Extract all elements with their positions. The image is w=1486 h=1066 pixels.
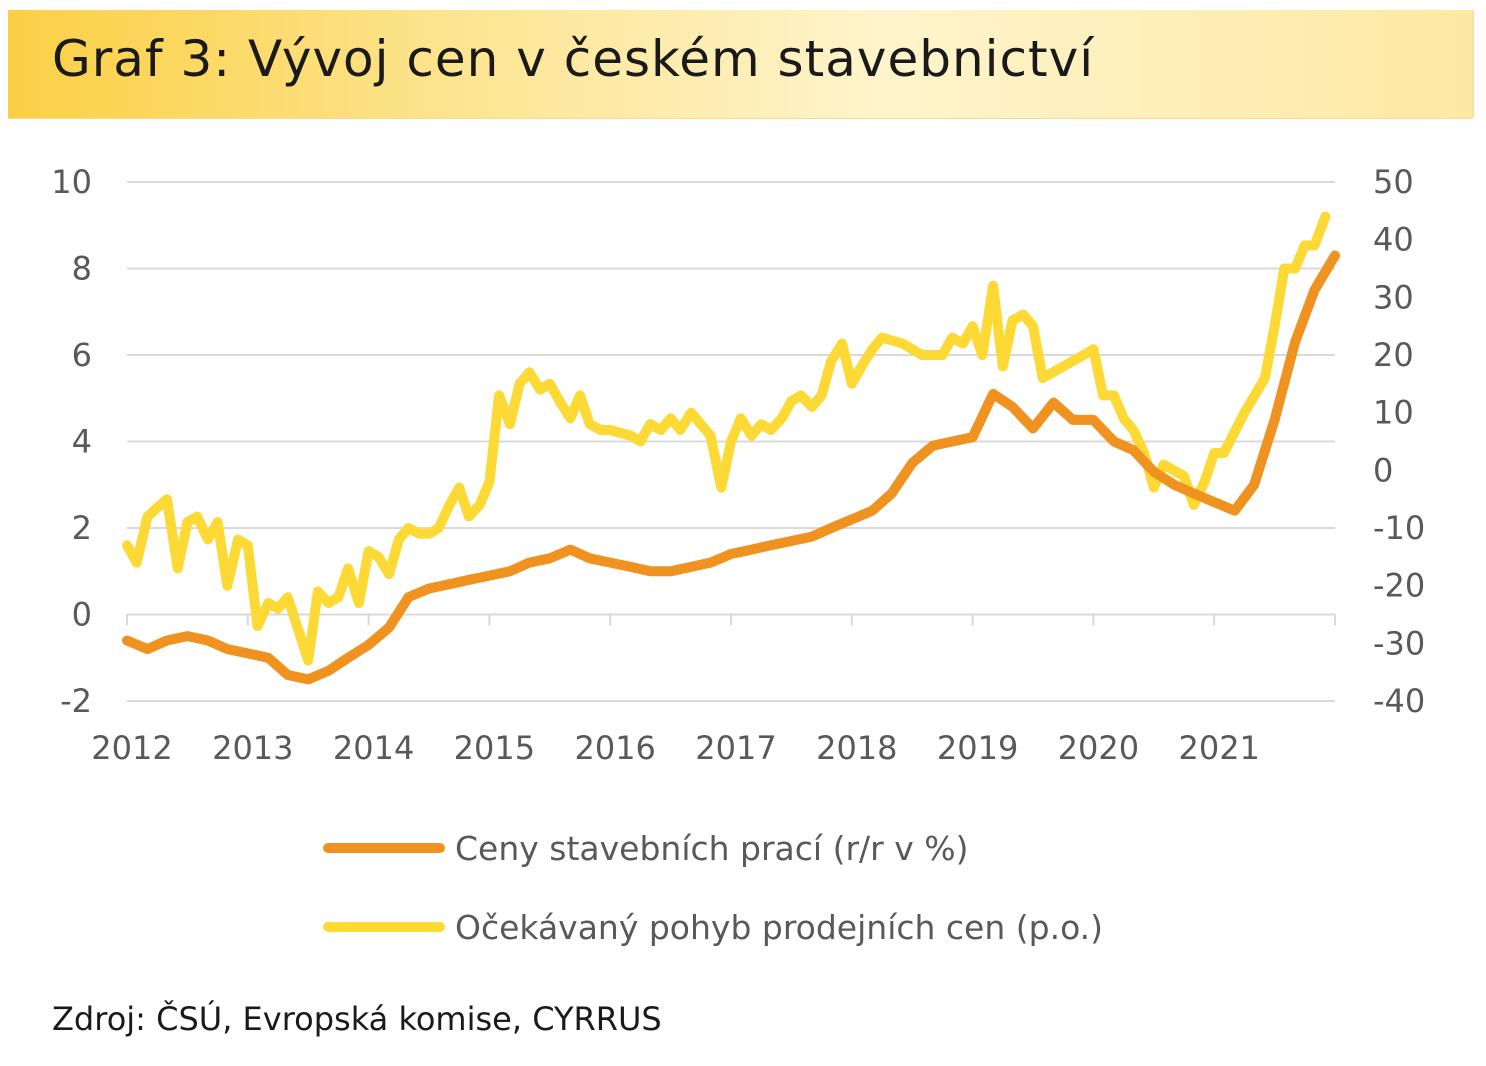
x-tick-label: 2013	[212, 729, 293, 767]
x-tick-label: 2017	[695, 729, 776, 767]
series-line-expected-selling-prices	[122, 211, 1331, 666]
left-tick-label: 2	[72, 509, 92, 547]
right-tick-label: -30	[1373, 624, 1425, 662]
chart-title: Graf 3: Vývoj cen v českém stavebnictví	[52, 30, 1095, 88]
series-lines	[122, 211, 1340, 685]
left-tick-label: 4	[72, 423, 92, 461]
right-tick-label: 20	[1373, 336, 1414, 374]
right-tick-label: 0	[1373, 451, 1393, 489]
x-tick-label: 2014	[333, 729, 414, 767]
left-tick-label: 6	[72, 336, 92, 374]
x-axis-tick-marks	[126, 614, 1336, 626]
x-tick-label: 2019	[937, 729, 1018, 767]
right-tick-label: -40	[1373, 682, 1425, 720]
title-banner: Graf 3: Vývoj cen v českém stavebnictví	[8, 10, 1474, 119]
x-tick-label: 2020	[1058, 729, 1139, 767]
legend: Ceny stavebních prací (r/r v %) Očekávaný…	[323, 829, 1103, 947]
right-tick-label: -10	[1373, 509, 1425, 547]
x-tick-label: 2015	[454, 729, 535, 767]
right-axis-ticks: 50 40 30 20 10 0 -10 -20 -30 -40	[1373, 163, 1425, 720]
legend-label: Ceny stavebních prací (r/r v %)	[455, 829, 968, 868]
left-tick-label: 8	[72, 250, 92, 288]
x-axis-ticks: 2012 2013 2014 2015 2016 2017 2018 2019 2020 2021	[91, 729, 1260, 767]
right-tick-label: 50	[1373, 163, 1414, 201]
x-tick-label: 2012	[91, 729, 172, 767]
right-tick-label: 30	[1373, 278, 1414, 316]
x-tick-label: 2018	[816, 729, 897, 767]
right-tick-label: 40	[1373, 221, 1414, 259]
left-tick-label: 10	[51, 163, 92, 201]
left-tick-label: 0	[72, 596, 92, 634]
source-note: Zdroj: ČSÚ, Evropská komise, CYRRUS	[52, 1000, 662, 1038]
x-tick-label: 2021	[1178, 729, 1259, 767]
left-axis-ticks: 10 8 6 4 2 0 -2	[51, 163, 92, 720]
legend-label: Očekávaný pohyb prodejních cen (p.o.)	[455, 908, 1103, 947]
series-line-construction-prices	[122, 250, 1340, 685]
left-tick-label: -2	[60, 682, 92, 720]
right-tick-label: 10	[1373, 394, 1414, 432]
x-tick-label: 2016	[574, 729, 655, 767]
right-tick-label: -20	[1373, 567, 1425, 605]
